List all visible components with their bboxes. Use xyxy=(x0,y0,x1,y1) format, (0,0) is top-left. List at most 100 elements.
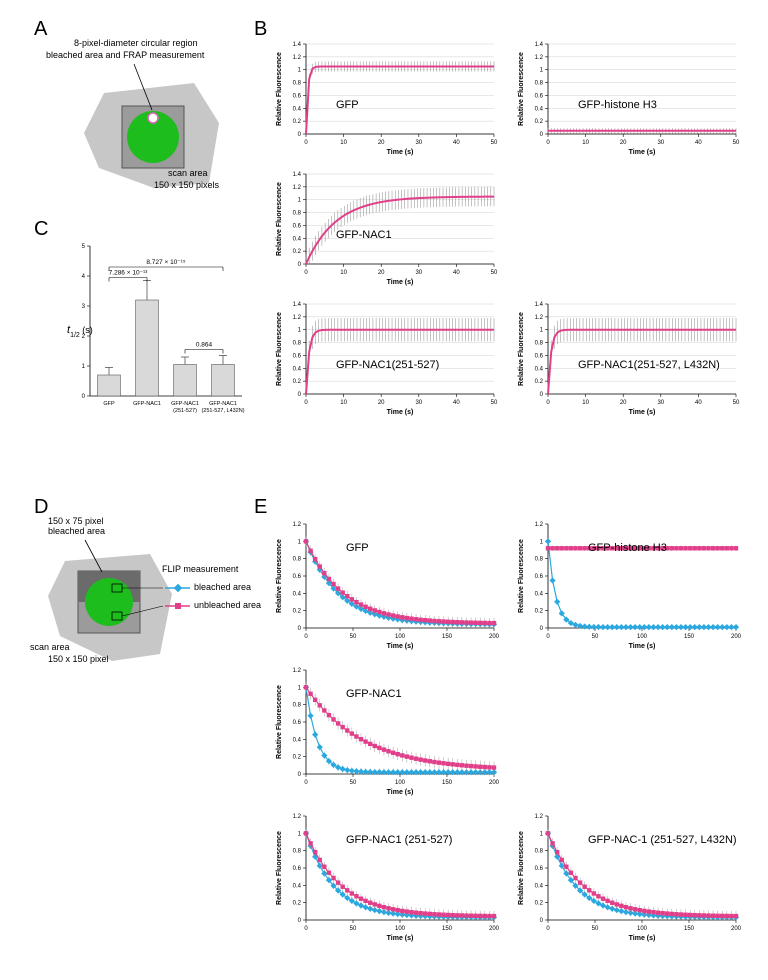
svg-text:0.864: 0.864 xyxy=(196,342,213,349)
svg-text:0.4: 0.4 xyxy=(293,366,302,372)
svg-text:1.2: 1.2 xyxy=(535,522,544,528)
svg-text:50: 50 xyxy=(491,140,498,146)
svg-text:50: 50 xyxy=(733,400,740,406)
svg-text:1.4: 1.4 xyxy=(535,42,544,48)
svg-text:Relative Fluorescence: Relative Fluorescence xyxy=(518,312,525,386)
diagram-d-flip: FLIP measurement xyxy=(162,564,238,574)
svg-text:0.6: 0.6 xyxy=(293,720,302,726)
svg-text:Relative Fluorescence: Relative Fluorescence xyxy=(518,539,525,613)
svg-text:0: 0 xyxy=(82,394,86,400)
svg-text:50: 50 xyxy=(491,270,498,276)
diagram-d-scan2: 150 x 150 pixel xyxy=(48,654,109,664)
svg-text:40: 40 xyxy=(453,270,460,276)
svg-text:Relative Fluorescence: Relative Fluorescence xyxy=(276,831,283,905)
svg-text:0.6: 0.6 xyxy=(535,93,544,99)
svg-text:0.8: 0.8 xyxy=(293,81,302,87)
svg-text:50: 50 xyxy=(350,780,357,786)
svg-text:0.2: 0.2 xyxy=(293,119,302,125)
svg-text:Relative Fluorescence: Relative Fluorescence xyxy=(518,831,525,905)
svg-text:0.2: 0.2 xyxy=(535,119,544,125)
svg-text:Time (s): Time (s) xyxy=(387,789,414,796)
svg-text:Time (s): Time (s) xyxy=(387,149,414,156)
svg-text:GFP-NAC1: GFP-NAC1 xyxy=(171,401,199,407)
frap-chart-gfp: 00.20.40.60.811.21.401020304050Time (s)R… xyxy=(272,38,500,156)
bar-chart-c: 012345t1/2 (s)GFPGFP-NAC1GFP-NAC1(251-52… xyxy=(58,236,248,426)
flip-chart-nac251: 00.20.40.60.811.2050100150200Time (s)Rel… xyxy=(272,810,500,942)
svg-text:Relative Fluorescence: Relative Fluorescence xyxy=(276,539,283,613)
svg-text:1: 1 xyxy=(298,328,302,334)
svg-text:10: 10 xyxy=(340,400,347,406)
svg-text:3: 3 xyxy=(82,304,86,310)
svg-text:150: 150 xyxy=(684,634,695,640)
svg-text:1.2: 1.2 xyxy=(293,55,302,61)
svg-text:1.2: 1.2 xyxy=(535,55,544,61)
svg-text:0.4: 0.4 xyxy=(535,366,544,372)
svg-text:0.4: 0.4 xyxy=(535,883,544,889)
svg-text:150: 150 xyxy=(442,926,453,932)
diagram-d-leg-u: unbleached area xyxy=(194,600,261,610)
diagram-d-leg-b: bleached area xyxy=(194,582,251,592)
svg-text:0.8: 0.8 xyxy=(535,81,544,87)
svg-text:100: 100 xyxy=(395,780,406,786)
svg-text:0.8: 0.8 xyxy=(293,211,302,217)
svg-text:1: 1 xyxy=(298,198,302,204)
svg-text:100: 100 xyxy=(637,926,648,932)
svg-text:0: 0 xyxy=(546,400,550,406)
svg-text:Relative Fluorescence: Relative Fluorescence xyxy=(276,685,283,759)
svg-text:Time (s): Time (s) xyxy=(629,409,656,416)
svg-text:0.4: 0.4 xyxy=(293,883,302,889)
svg-text:200: 200 xyxy=(489,926,500,932)
svg-text:GFP: GFP xyxy=(103,401,115,407)
svg-text:Time (s): Time (s) xyxy=(629,149,656,156)
svg-text:1: 1 xyxy=(540,539,544,545)
svg-text:0.4: 0.4 xyxy=(293,591,302,597)
svg-text:100: 100 xyxy=(395,634,406,640)
svg-text:0.2: 0.2 xyxy=(293,379,302,385)
diagram-a-line2: bleached area and FRAP measurement xyxy=(46,50,204,60)
frap-chart-nac1: 00.20.40.60.811.21.401020304050Time (s)R… xyxy=(272,168,500,286)
flip-chart-nac1: 00.20.40.60.811.2050100150200Time (s)Rel… xyxy=(272,664,500,796)
svg-text:Relative Fluorescence: Relative Fluorescence xyxy=(276,182,283,256)
svg-text:0: 0 xyxy=(298,392,302,398)
svg-text:Relative Fluorescence: Relative Fluorescence xyxy=(518,52,525,126)
svg-text:30: 30 xyxy=(415,400,422,406)
svg-text:0: 0 xyxy=(304,926,308,932)
svg-text:0: 0 xyxy=(304,634,308,640)
svg-text:Time (s): Time (s) xyxy=(387,279,414,286)
svg-text:1: 1 xyxy=(540,328,544,334)
svg-text:1: 1 xyxy=(298,539,302,545)
diagram-a-scan2: 150 x 150 pixels xyxy=(154,180,219,190)
diagram-a-scan1: scan area xyxy=(168,168,208,178)
svg-text:1.4: 1.4 xyxy=(535,302,544,308)
svg-text:40: 40 xyxy=(453,140,460,146)
svg-text:Time (s): Time (s) xyxy=(387,409,414,416)
svg-text:Relative Fluorescence: Relative Fluorescence xyxy=(276,312,283,386)
svg-text:40: 40 xyxy=(695,400,702,406)
svg-text:Time (s): Time (s) xyxy=(629,643,656,650)
svg-text:10: 10 xyxy=(582,400,589,406)
svg-text:0.6: 0.6 xyxy=(293,866,302,872)
svg-text:0.4: 0.4 xyxy=(535,106,544,112)
svg-text:1: 1 xyxy=(540,831,544,837)
svg-text:Time (s): Time (s) xyxy=(629,935,656,942)
svg-text:(251-527): (251-527) xyxy=(173,408,197,414)
svg-text:0: 0 xyxy=(304,140,308,146)
diagram-d-scan1: scan area xyxy=(30,642,70,652)
svg-text:0: 0 xyxy=(540,918,544,924)
svg-text:0.6: 0.6 xyxy=(293,353,302,359)
svg-text:0: 0 xyxy=(304,400,308,406)
svg-text:1.2: 1.2 xyxy=(293,315,302,321)
svg-text:0: 0 xyxy=(298,918,302,924)
svg-text:Relative Fluorescence: Relative Fluorescence xyxy=(276,52,283,126)
frap-chart-nac251: 00.20.40.60.811.21.401020304050Time (s)R… xyxy=(272,298,500,416)
svg-text:0: 0 xyxy=(540,132,544,138)
svg-text:10: 10 xyxy=(340,140,347,146)
svg-text:5: 5 xyxy=(82,244,86,250)
svg-text:200: 200 xyxy=(489,634,500,640)
svg-text:0: 0 xyxy=(298,132,302,138)
svg-text:Time (s): Time (s) xyxy=(387,643,414,650)
svg-text:1: 1 xyxy=(298,831,302,837)
diagram-a-svg xyxy=(44,38,244,198)
svg-text:1.4: 1.4 xyxy=(293,302,302,308)
svg-text:0: 0 xyxy=(540,626,544,632)
